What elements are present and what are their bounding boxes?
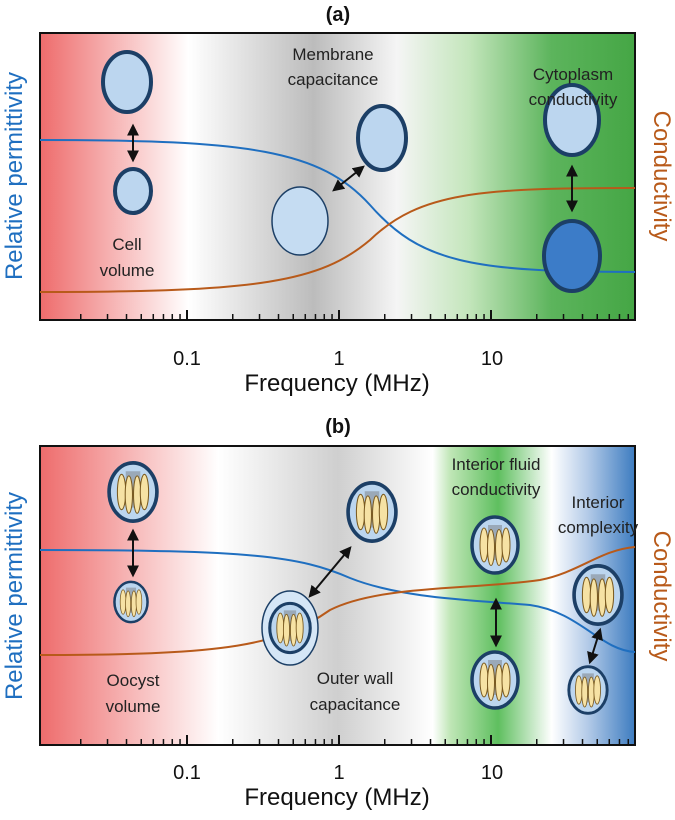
conductivity-curve xyxy=(39,187,636,293)
x-ticks xyxy=(80,310,630,320)
cells xyxy=(101,50,602,293)
x-tick-label: 0.1 xyxy=(173,348,201,370)
x-tick-label: 10 xyxy=(481,762,503,784)
annotation: Interior fluid conductivity xyxy=(452,455,541,499)
x-tick-label: 1 xyxy=(333,762,344,784)
conductivity-curve xyxy=(39,546,636,656)
annotation: Cell volume xyxy=(100,235,155,280)
permittivity-curve xyxy=(39,549,636,653)
y-axis-label-right: Conductivity xyxy=(648,531,675,662)
arrows xyxy=(127,528,603,665)
y-axis-label-left: Relative permittivity xyxy=(1,492,28,700)
x-axis-label: Frequency (MHz) xyxy=(244,784,429,811)
y-axis-label-right: Conductivity xyxy=(648,111,675,242)
annotation: Membrane capacitance xyxy=(288,45,379,89)
panel-title: (b) xyxy=(325,416,351,438)
permittivity-curve xyxy=(39,139,636,273)
annotation: Cytoplasm conductivity xyxy=(529,65,618,109)
oocysts xyxy=(109,463,622,715)
x-tick-label: 10 xyxy=(481,348,503,370)
x-tick-label: 0.1 xyxy=(173,762,201,784)
arrows xyxy=(127,123,578,213)
x-tick-label: 1 xyxy=(333,348,344,370)
y-axis-label-left: Relative permittivity xyxy=(1,72,28,280)
x-axis-label: Frequency (MHz) xyxy=(244,370,429,397)
annotation: Oocyst volume xyxy=(106,671,161,716)
x-ticks xyxy=(80,735,630,745)
panel-title: (a) xyxy=(326,4,350,26)
annotation: Interior complexity xyxy=(558,493,639,537)
annotation: Outer wall capacitance xyxy=(310,669,401,714)
